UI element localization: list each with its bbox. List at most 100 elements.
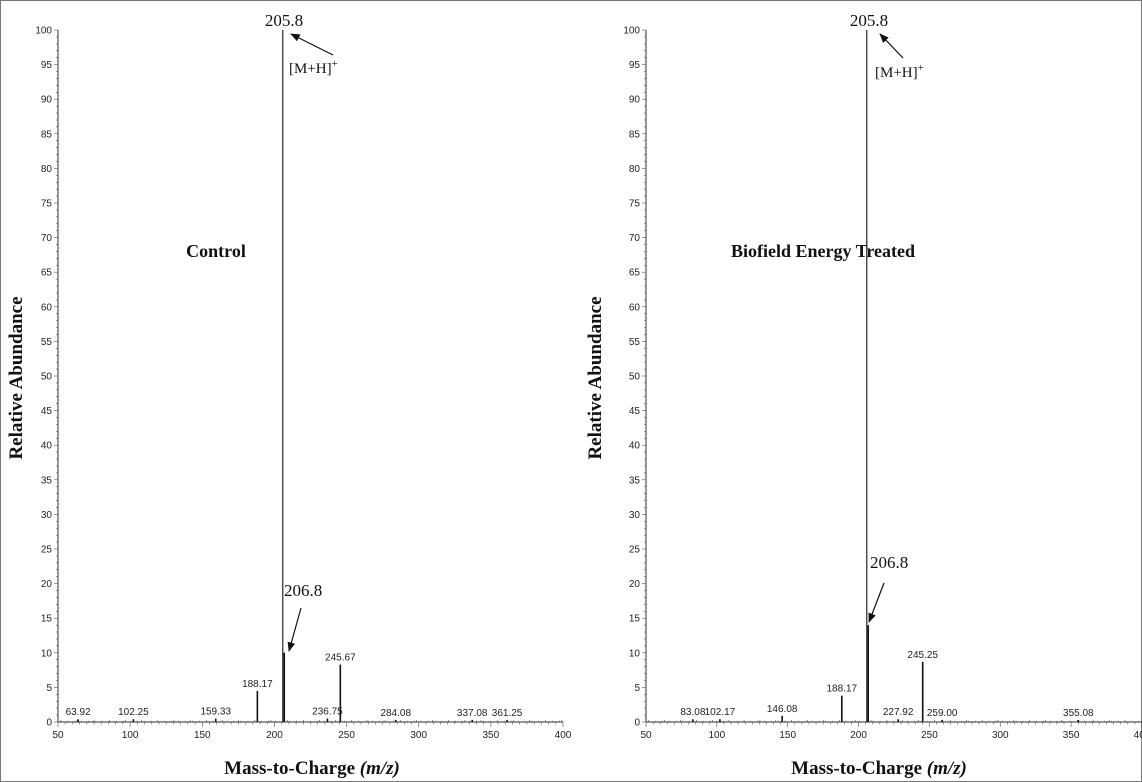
y-tick-label: 25 [629,545,641,556]
x-tick-label: 100 [122,730,139,741]
x-axis-title: Mass-to-Charge (m/z) [224,758,400,779]
peak-label: 159.33 [200,707,231,718]
y-tick-label: 40 [41,441,53,452]
x-tick-label: 250 [921,730,938,741]
x-tick-label: 400 [1134,730,1142,741]
y-tick-label: 70 [41,233,53,244]
peak-label: 355.08 [1063,708,1094,719]
y-tick-label: 100 [623,26,640,37]
peak-label: 361.25 [492,708,523,719]
x-tick-label: 300 [992,730,1009,741]
y-tick-label: 50 [41,372,53,383]
ion-label: [M+H]+ [289,58,338,77]
y-tick-label: 65 [629,268,641,279]
y-tick-label: 10 [41,648,53,659]
y-tick-label: 50 [629,372,641,383]
y-tick-label: 45 [629,406,641,417]
y-tick-label: 90 [41,95,53,106]
main-peak-label: 205.8 [850,11,888,30]
ion-label-superscript: + [918,62,924,74]
y-tick-label: 80 [629,164,641,175]
isotope-peak-label: 206.8 [284,581,322,600]
y-tick-label: 70 [629,233,641,244]
y-tick-label: 30 [41,510,53,521]
x-axis-title-italic: (m/z) [927,758,967,779]
y-axis-title: Relative Abundance [585,296,606,459]
peak-label: 284.08 [380,708,411,719]
panel-title: Control [186,241,246,261]
x-tick-label: 350 [1063,730,1080,741]
x-tick-label: 250 [338,730,355,741]
y-tick-label: 60 [629,302,641,313]
y-tick-label: 65 [41,268,53,279]
x-tick-label: 50 [640,730,652,741]
main-peak-label: 205.8 [265,11,303,30]
x-tick-label: 350 [483,730,500,741]
peak-label: 63.92 [66,707,91,718]
peak-label: 83.08 [680,707,705,718]
y-tick-label: 40 [629,441,641,452]
x-axis-title-text: Mass-to-Charge [791,758,927,779]
isotope-peak-arrow [868,582,885,623]
y-tick-label: 25 [41,545,53,556]
peak-label: 102.17 [705,707,736,718]
isotope-peak-arrow [287,607,302,652]
peak-label: 245.67 [325,653,356,664]
x-axis-title: Mass-to-Charge (m/z) [791,758,967,779]
y-tick-label: 0 [634,718,640,729]
y-tick-label: 45 [41,406,53,417]
peak-label: 245.25 [907,650,938,661]
peak-label: 227.92 [883,707,914,718]
x-tick-label: 150 [779,730,796,741]
y-tick-label: 55 [629,337,641,348]
y-tick-label: 0 [46,718,52,729]
ion-label-text: [M+H] [289,61,332,77]
spectrum-panel-1: 0 5 10 15 20 25 30 35 40 45 50 55 60 65 70 75 80 85 90 95 10… [585,11,1142,779]
panel-title: Biofield Energy Treated [731,241,915,261]
peak-label: 188.17 [827,684,858,695]
y-tick-label: 75 [41,199,53,210]
y-tick-label: 10 [629,648,641,659]
y-tick-label: 95 [41,60,53,71]
y-tick-label: 90 [629,95,641,106]
y-tick-label: 20 [629,579,641,590]
y-tick-label: 75 [629,199,641,210]
y-tick-label: 35 [41,475,53,486]
peak-label: 188.17 [242,679,273,690]
y-tick-label: 60 [41,302,53,313]
ion-label: [M+H]+ [875,62,924,81]
y-tick-label: 15 [41,614,53,625]
y-tick-label: 20 [41,579,53,590]
ion-label-text: [M+H] [875,65,918,81]
y-tick-label: 85 [629,129,641,140]
x-axis-title-italic: (m/z) [360,758,400,779]
peak-label: 146.08 [767,704,798,715]
y-tick-label: 100 [35,26,52,37]
y-tick-label: 80 [41,164,53,175]
y-axis-title: Relative Abundance [6,296,27,459]
y-tick-label: 5 [634,683,640,694]
y-tick-label: 95 [629,60,641,71]
x-tick-label: 200 [266,730,283,741]
x-tick-label: 300 [410,730,427,741]
main-peak-arrow [290,33,334,56]
peak-label: 337.08 [457,708,488,719]
peak-label: 102.25 [118,707,149,718]
peak-label: 236.75 [312,707,343,718]
x-tick-label: 150 [194,730,211,741]
x-axis-title-text: Mass-to-Charge [224,758,360,779]
y-tick-label: 55 [41,337,53,348]
isotope-peak-label: 206.8 [870,553,908,572]
ion-label-superscript: + [332,58,338,70]
x-tick-label: 50 [52,730,64,741]
x-tick-label: 100 [709,730,726,741]
y-tick-label: 85 [41,129,53,140]
y-tick-label: 35 [629,475,641,486]
y-tick-label: 5 [46,683,52,694]
peak-label: 259.00 [927,708,958,719]
x-tick-label: 200 [850,730,867,741]
y-tick-label: 15 [629,614,641,625]
